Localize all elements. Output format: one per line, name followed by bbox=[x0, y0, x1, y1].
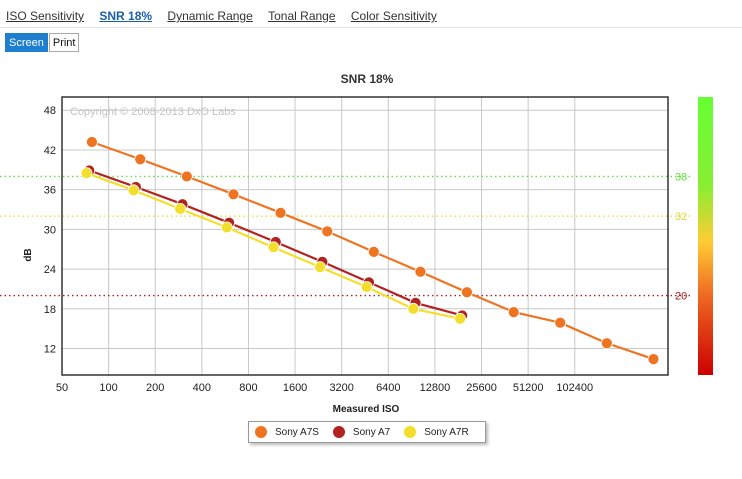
print-button[interactable]: Print bbox=[48, 33, 80, 52]
x-tick-label: 25600 bbox=[466, 382, 497, 394]
data-point-sony-a7s bbox=[367, 245, 380, 258]
x-tick-label: 100 bbox=[99, 382, 117, 394]
legend-item-sony-a7[interactable]: Sony A7 bbox=[332, 426, 391, 438]
reference-line-label: 32 bbox=[675, 211, 687, 223]
legend-marker-sony-a7s bbox=[255, 426, 267, 438]
quality-color-scale bbox=[698, 97, 713, 375]
y-axis-ticks: 12 18 24 30 36 42 48 bbox=[44, 105, 56, 355]
data-point-sony-a7r bbox=[314, 261, 326, 274]
reference-line-label: 38 bbox=[675, 171, 687, 183]
data-series bbox=[80, 136, 660, 366]
data-point-sony-a7s bbox=[554, 316, 567, 329]
legend-item-sony-a7r[interactable]: Sony A7R bbox=[404, 426, 469, 438]
x-tick-label: 200 bbox=[146, 382, 164, 394]
data-point-sony-a7r bbox=[407, 302, 420, 315]
series-sony-a7r bbox=[80, 167, 466, 325]
display-mode-toggle: Screen Print bbox=[5, 33, 80, 52]
legend-marker-sony-a7 bbox=[332, 426, 345, 438]
chart-legend: Sony A7S Sony A7 Sony A7R bbox=[248, 421, 486, 443]
data-point-sony-a7r bbox=[80, 167, 93, 180]
data-point-sony-a7r bbox=[360, 281, 373, 293]
data-point-sony-a7s bbox=[414, 265, 427, 278]
legend-label-sony-a7: Sony A7 bbox=[352, 426, 391, 438]
y-tick-label: 18 bbox=[44, 304, 56, 316]
legend-label-sony-a7s: Sony A7S bbox=[275, 426, 319, 438]
data-point-sony-a7s bbox=[134, 153, 147, 166]
legend-marker-sony-a7r bbox=[404, 426, 417, 438]
y-tick-label: 12 bbox=[44, 344, 56, 356]
data-point-sony-a7r bbox=[174, 202, 187, 215]
x-tick-label: 400 bbox=[193, 382, 211, 394]
chart-title: SNR 18% bbox=[341, 72, 394, 86]
y-tick-label: 24 bbox=[44, 264, 56, 276]
data-point-sony-a7r bbox=[454, 312, 466, 325]
tab-divider bbox=[0, 27, 742, 28]
legend-item-sony-a7s[interactable]: Sony A7S bbox=[255, 426, 319, 438]
x-tick-label: 50 bbox=[56, 382, 68, 394]
data-point-sony-a7s bbox=[461, 286, 473, 299]
screen-button[interactable]: Screen bbox=[5, 33, 48, 52]
y-tick-label: 30 bbox=[44, 224, 56, 236]
tab-tonal-range[interactable]: Tonal Range bbox=[268, 9, 336, 23]
data-point-sony-a7s bbox=[227, 188, 240, 201]
copyright-watermark: Copyright © 2008-2013 DxO Labs bbox=[70, 106, 236, 118]
legend-label-sony-a7r: Sony A7R bbox=[424, 426, 469, 438]
tab-snr-18[interactable]: SNR 18% bbox=[99, 9, 153, 23]
data-point-sony-a7s bbox=[321, 225, 334, 238]
data-point-sony-a7r bbox=[220, 221, 233, 234]
tab-color-sensitivity[interactable]: Color Sensitivity bbox=[350, 9, 437, 23]
x-tick-label: 12800 bbox=[420, 382, 451, 394]
grid bbox=[62, 97, 668, 375]
data-point-sony-a7r bbox=[127, 184, 140, 197]
x-tick-label: 51200 bbox=[513, 382, 544, 394]
data-point-sony-a7s bbox=[180, 170, 193, 183]
plot-frame bbox=[61, 96, 669, 376]
tab-dynamic-range[interactable]: Dynamic Range bbox=[167, 9, 253, 23]
data-point-sony-a7s bbox=[274, 206, 287, 219]
y-axis-label: dB bbox=[23, 248, 34, 261]
y-tick-label: 36 bbox=[44, 185, 56, 197]
reference-line-label: 20 bbox=[675, 291, 687, 303]
tab-bar: ISO Sensitivity SNR 18% Dynamic Range To… bbox=[6, 9, 449, 27]
tab-iso-sensitivity[interactable]: ISO Sensitivity bbox=[6, 9, 85, 23]
x-tick-label: 3200 bbox=[329, 382, 353, 394]
x-tick-label: 102400 bbox=[556, 382, 593, 394]
x-tick-label: 800 bbox=[239, 382, 257, 394]
data-point-sony-a7r bbox=[267, 241, 280, 254]
y-tick-label: 48 bbox=[44, 105, 56, 117]
data-point-sony-a7s bbox=[86, 136, 98, 148]
data-point-sony-a7s bbox=[647, 353, 660, 366]
x-tick-label: 6400 bbox=[376, 382, 400, 394]
x-tick-label: 1600 bbox=[283, 382, 307, 394]
data-point-sony-a7s bbox=[600, 337, 613, 350]
data-point-sony-a7s bbox=[507, 306, 520, 319]
reference-lines: 38 32 20 bbox=[0, 171, 692, 303]
x-axis-ticks: 50 100 200 400 800 1600 3200 6400 12800 25600 5120… bbox=[56, 382, 593, 394]
x-axis-label: Measured ISO bbox=[333, 404, 400, 415]
y-tick-label: 42 bbox=[44, 145, 56, 157]
series-sony-a7s bbox=[86, 136, 660, 366]
